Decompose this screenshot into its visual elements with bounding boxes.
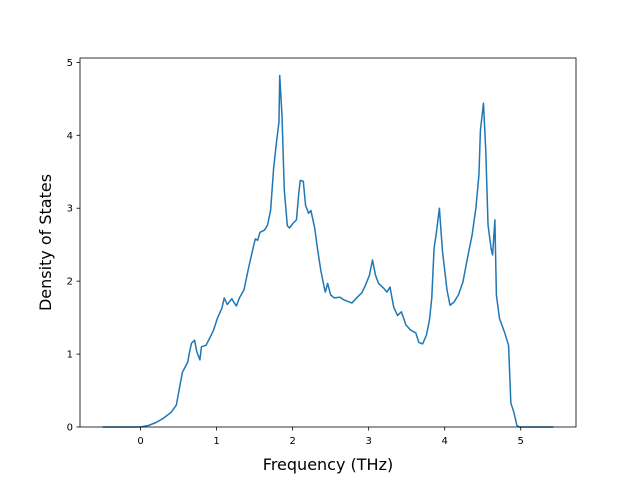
x-tick-label: 4	[442, 436, 448, 447]
y-tick-label: 2	[67, 277, 73, 288]
y-tick-label: 1	[67, 350, 73, 361]
y-tick-label: 5	[67, 58, 73, 69]
data-line	[102, 74, 554, 428]
axes-frame	[79, 57, 577, 428]
x-tick-label: 5	[518, 436, 524, 447]
plot-area	[102, 74, 554, 428]
x-tick-label: 3	[365, 436, 371, 447]
y-axis-label: Density of States	[36, 174, 55, 311]
x-tick-label: 0	[137, 436, 143, 447]
x-tick-label: 2	[289, 436, 295, 447]
y-tick-label: 4	[67, 131, 73, 142]
y-tick-label: 0	[67, 423, 73, 434]
x-tick-label: 1	[213, 436, 219, 447]
y-tick-label: 3	[67, 204, 73, 215]
x-axis-label: Frequency (THz)	[263, 455, 393, 474]
